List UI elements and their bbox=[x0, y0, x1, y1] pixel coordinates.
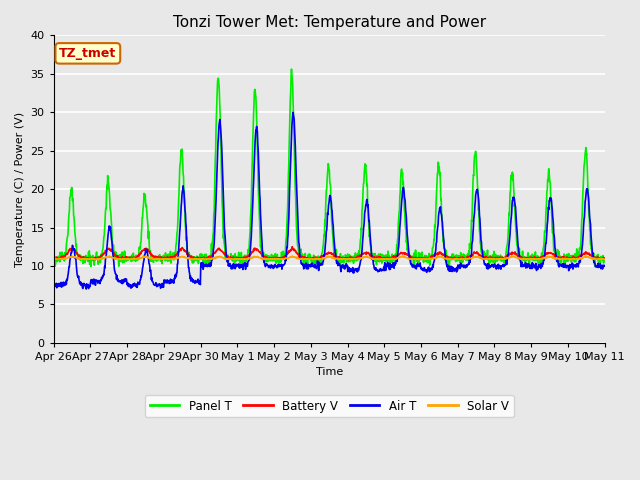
Panel T bbox=[415, 253, 423, 259]
Air T bbox=[173, 270, 180, 276]
Air T bbox=[289, 109, 297, 115]
Panel T bbox=[50, 250, 58, 256]
Air T bbox=[234, 262, 242, 268]
Line: Air T: Air T bbox=[54, 112, 605, 289]
Panel T bbox=[234, 258, 242, 264]
Battery V bbox=[289, 244, 296, 250]
Line: Solar V: Solar V bbox=[54, 256, 605, 260]
Air T bbox=[83, 286, 90, 292]
Solar V bbox=[95, 257, 102, 263]
Battery V bbox=[415, 255, 423, 261]
Battery V bbox=[159, 255, 167, 261]
Solar V bbox=[601, 256, 609, 262]
Legend: Panel T, Battery V, Air T, Solar V: Panel T, Battery V, Air T, Solar V bbox=[145, 395, 513, 417]
Panel T bbox=[488, 259, 495, 264]
Battery V bbox=[50, 254, 58, 260]
Line: Battery V: Battery V bbox=[54, 247, 605, 260]
Solar V bbox=[159, 256, 167, 262]
Solar V bbox=[415, 256, 423, 262]
Panel T bbox=[230, 264, 238, 269]
Battery V bbox=[173, 252, 180, 257]
Line: Panel T: Panel T bbox=[54, 69, 605, 266]
Air T bbox=[50, 281, 58, 287]
Panel T bbox=[159, 253, 166, 259]
Battery V bbox=[536, 254, 544, 260]
Battery V bbox=[601, 255, 609, 261]
Panel T bbox=[287, 66, 295, 72]
Solar V bbox=[536, 256, 544, 262]
Air T bbox=[536, 262, 544, 268]
Y-axis label: Temperature (C) / Power (V): Temperature (C) / Power (V) bbox=[15, 111, 25, 266]
Air T bbox=[159, 284, 167, 290]
Text: TZ_tmet: TZ_tmet bbox=[60, 47, 116, 60]
Battery V bbox=[488, 256, 495, 262]
Panel T bbox=[172, 241, 180, 247]
Solar V bbox=[50, 255, 58, 261]
Panel T bbox=[601, 255, 609, 261]
Battery V bbox=[234, 256, 242, 262]
Title: Tonzi Tower Met: Temperature and Power: Tonzi Tower Met: Temperature and Power bbox=[173, 15, 486, 30]
Panel T bbox=[536, 258, 544, 264]
Solar V bbox=[173, 256, 180, 262]
Solar V bbox=[234, 256, 242, 262]
Air T bbox=[488, 263, 495, 269]
Solar V bbox=[488, 256, 495, 262]
X-axis label: Time: Time bbox=[316, 367, 343, 377]
Battery V bbox=[158, 257, 166, 263]
Air T bbox=[601, 263, 609, 269]
Air T bbox=[415, 262, 423, 268]
Solar V bbox=[399, 253, 406, 259]
